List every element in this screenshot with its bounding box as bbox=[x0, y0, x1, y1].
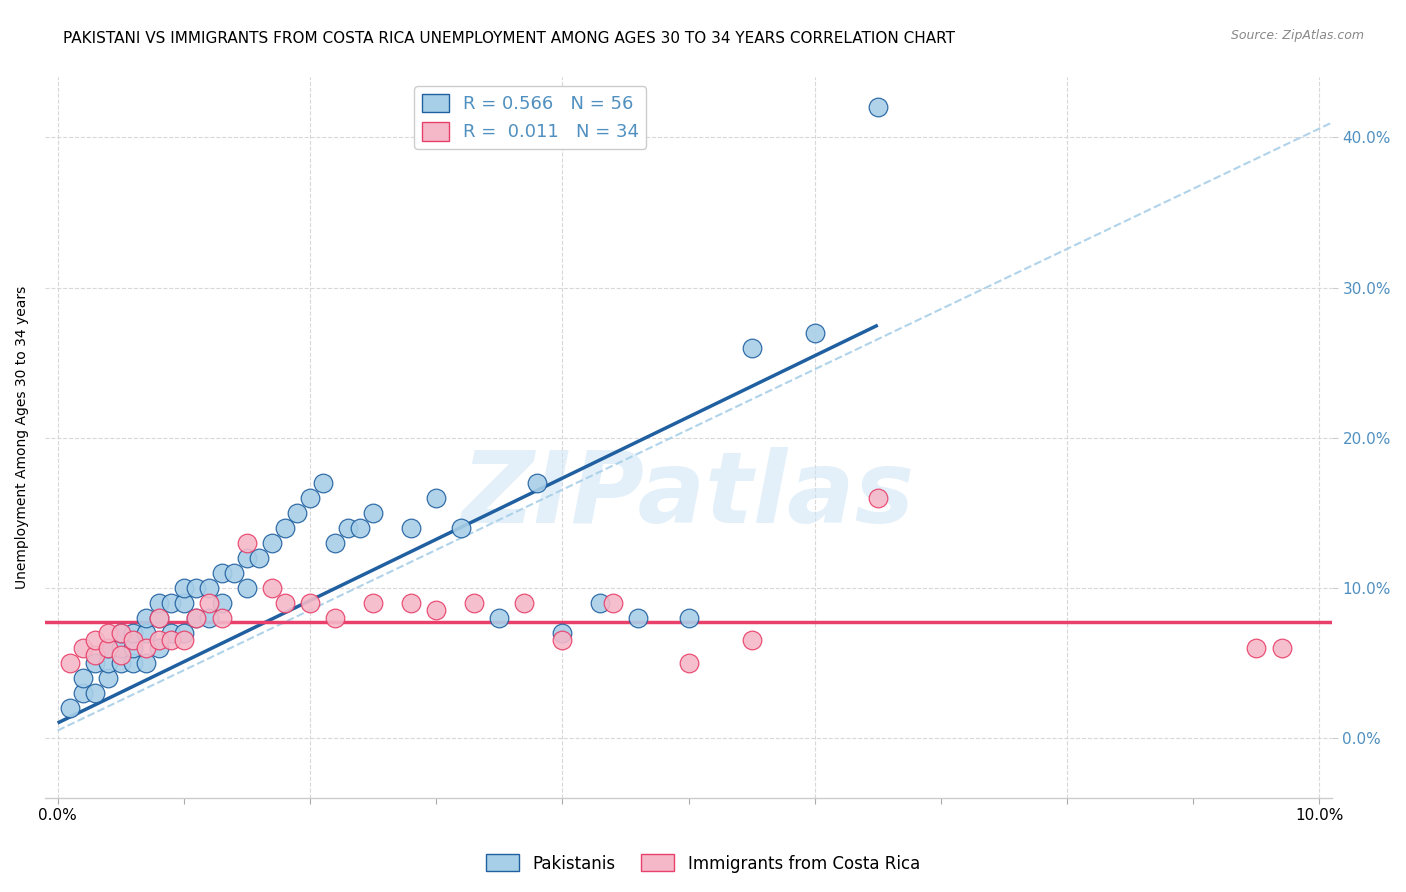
Point bbox=[160, 626, 183, 640]
Point bbox=[72, 640, 94, 655]
Point bbox=[450, 521, 472, 535]
Point bbox=[803, 326, 825, 340]
Text: Source: ZipAtlas.com: Source: ZipAtlas.com bbox=[1230, 29, 1364, 42]
Text: PAKISTANI VS IMMIGRANTS FROM COSTA RICA UNEMPLOYMENT AMONG AGES 30 TO 34 YEARS C: PAKISTANI VS IMMIGRANTS FROM COSTA RICA … bbox=[63, 31, 955, 46]
Point bbox=[122, 626, 145, 640]
Point bbox=[97, 640, 120, 655]
Point bbox=[741, 633, 763, 648]
Point bbox=[148, 611, 170, 625]
Point bbox=[173, 596, 195, 610]
Point bbox=[361, 596, 384, 610]
Point bbox=[463, 596, 485, 610]
Point bbox=[236, 550, 259, 565]
Point bbox=[160, 633, 183, 648]
Point bbox=[84, 633, 107, 648]
Point bbox=[602, 596, 624, 610]
Point bbox=[211, 611, 233, 625]
Point bbox=[148, 640, 170, 655]
Point bbox=[678, 611, 700, 625]
Point bbox=[84, 686, 107, 700]
Point bbox=[198, 611, 221, 625]
Point bbox=[323, 611, 346, 625]
Point bbox=[148, 596, 170, 610]
Point bbox=[866, 491, 889, 505]
Point bbox=[311, 475, 333, 490]
Point bbox=[148, 611, 170, 625]
Point bbox=[262, 581, 284, 595]
Point bbox=[148, 633, 170, 648]
Point bbox=[236, 581, 259, 595]
Point bbox=[122, 640, 145, 655]
Point bbox=[262, 536, 284, 550]
Point bbox=[97, 626, 120, 640]
Point bbox=[110, 626, 132, 640]
Point bbox=[186, 581, 208, 595]
Point bbox=[323, 536, 346, 550]
Point bbox=[110, 656, 132, 670]
Point bbox=[361, 506, 384, 520]
Point bbox=[122, 656, 145, 670]
Point bbox=[97, 656, 120, 670]
Point bbox=[741, 341, 763, 355]
Point bbox=[110, 626, 132, 640]
Point bbox=[122, 633, 145, 648]
Point bbox=[236, 536, 259, 550]
Point bbox=[425, 491, 447, 505]
Point bbox=[173, 626, 195, 640]
Point bbox=[285, 506, 308, 520]
Point bbox=[678, 656, 700, 670]
Y-axis label: Unemployment Among Ages 30 to 34 years: Unemployment Among Ages 30 to 34 years bbox=[15, 286, 30, 590]
Point bbox=[1246, 640, 1268, 655]
Point bbox=[488, 611, 510, 625]
Point bbox=[349, 521, 371, 535]
Point bbox=[72, 671, 94, 685]
Point bbox=[526, 475, 548, 490]
Point bbox=[336, 521, 359, 535]
Point bbox=[135, 656, 157, 670]
Point bbox=[399, 521, 422, 535]
Point bbox=[160, 596, 183, 610]
Point bbox=[224, 566, 246, 580]
Point bbox=[135, 611, 157, 625]
Point bbox=[198, 596, 221, 610]
Point bbox=[84, 656, 107, 670]
Point bbox=[110, 640, 132, 655]
Text: ZIPatlas: ZIPatlas bbox=[463, 447, 915, 544]
Point bbox=[274, 521, 297, 535]
Point bbox=[249, 550, 271, 565]
Point bbox=[72, 686, 94, 700]
Point bbox=[425, 603, 447, 617]
Point bbox=[274, 596, 297, 610]
Point bbox=[211, 566, 233, 580]
Point bbox=[97, 671, 120, 685]
Point bbox=[173, 581, 195, 595]
Point bbox=[59, 701, 82, 715]
Point bbox=[186, 611, 208, 625]
Point bbox=[513, 596, 536, 610]
Point bbox=[110, 648, 132, 663]
Legend: R = 0.566   N = 56, R =  0.011   N = 34: R = 0.566 N = 56, R = 0.011 N = 34 bbox=[415, 87, 647, 149]
Point bbox=[589, 596, 612, 610]
Point bbox=[211, 596, 233, 610]
Point bbox=[198, 581, 221, 595]
Point bbox=[627, 611, 650, 625]
Point bbox=[551, 626, 574, 640]
Point bbox=[298, 491, 321, 505]
Point bbox=[84, 648, 107, 663]
Point bbox=[1271, 640, 1294, 655]
Point bbox=[399, 596, 422, 610]
Point bbox=[59, 656, 82, 670]
Point bbox=[97, 640, 120, 655]
Legend: Pakistanis, Immigrants from Costa Rica: Pakistanis, Immigrants from Costa Rica bbox=[479, 847, 927, 880]
Point bbox=[866, 100, 889, 114]
Point bbox=[135, 640, 157, 655]
Point bbox=[173, 633, 195, 648]
Point bbox=[551, 633, 574, 648]
Point bbox=[135, 626, 157, 640]
Point bbox=[186, 611, 208, 625]
Point bbox=[298, 596, 321, 610]
